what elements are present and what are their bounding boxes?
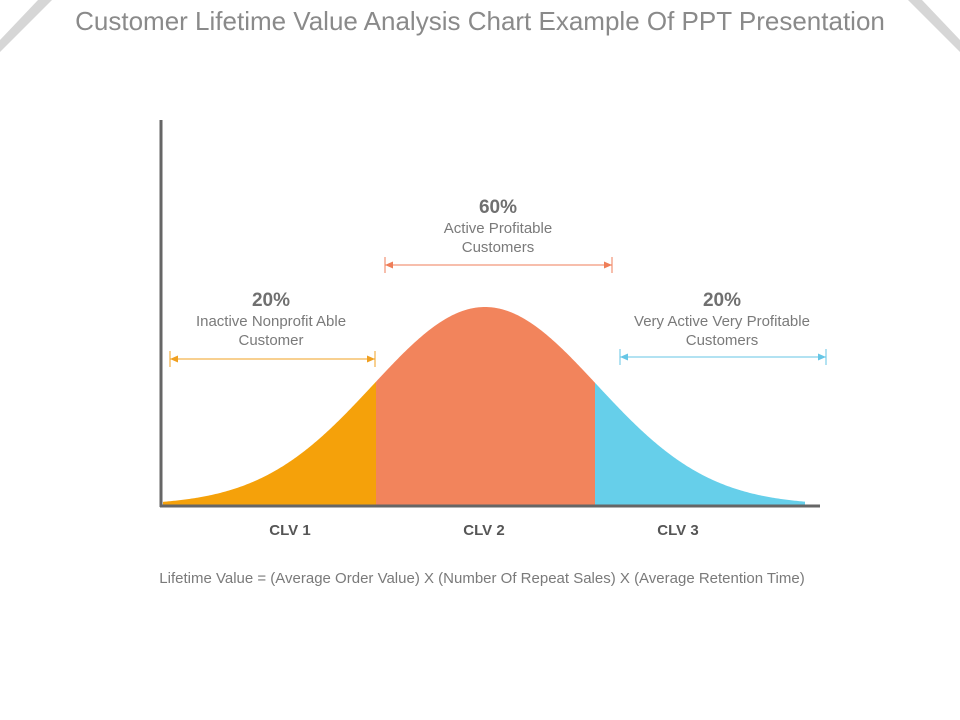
corner-decoration-right <box>908 0 960 52</box>
segment-label-clv1: 20% Inactive Nonprofit Able Customer <box>170 290 372 350</box>
segment-description: Customer <box>238 332 304 349</box>
category-label-clv1: CLV 1 <box>269 522 311 539</box>
span-arrow-clv3 <box>619 349 827 365</box>
curve-segment-clv1 <box>163 381 376 505</box>
segment-description: Inactive Nonprofit Able <box>195 313 347 330</box>
segment-percent: 20% <box>702 290 742 311</box>
segment-description: Active Profitable <box>443 220 553 237</box>
formula-text: Lifetime Value = (Average Order Value) X… <box>159 570 805 587</box>
segment-description: Very Active Very Profitable <box>634 313 810 330</box>
span-arrow-clv1 <box>169 351 376 367</box>
segment-label-clv3: 20% Very Active Very Profitable Customer… <box>618 290 826 350</box>
segment-percent: 60% <box>478 197 518 218</box>
segment-percent: 20% <box>251 290 291 311</box>
page-title: Customer Lifetime Value Analysis Chart E… <box>75 6 885 36</box>
span-arrow-clv2 <box>384 257 613 273</box>
curve-segment-clv3 <box>595 382 805 505</box>
category-label-clv3: CLV 3 <box>657 522 699 539</box>
corner-decoration-left <box>0 0 52 52</box>
category-label-clv2: CLV 2 <box>463 522 505 539</box>
segment-label-clv2: 60% Active Profitable Customers <box>386 197 610 257</box>
segment-description: Customers <box>461 239 535 256</box>
curve-segment-clv2 <box>376 307 595 505</box>
segment-description: Customers <box>685 332 759 349</box>
